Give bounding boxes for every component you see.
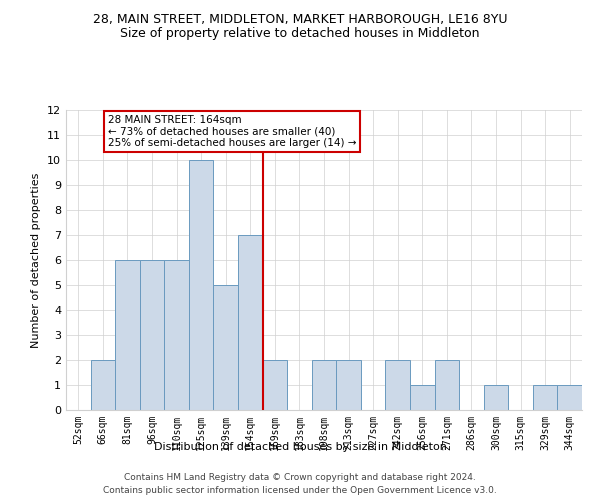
Text: Contains public sector information licensed under the Open Government Licence v3: Contains public sector information licen… <box>103 486 497 495</box>
Text: 28 MAIN STREET: 164sqm
← 73% of detached houses are smaller (40)
25% of semi-det: 28 MAIN STREET: 164sqm ← 73% of detached… <box>108 115 356 148</box>
Text: 28, MAIN STREET, MIDDLETON, MARKET HARBOROUGH, LE16 8YU: 28, MAIN STREET, MIDDLETON, MARKET HARBO… <box>93 12 507 26</box>
Bar <box>385 360 410 410</box>
Bar <box>140 260 164 410</box>
Bar <box>484 385 508 410</box>
Text: Contains HM Land Registry data © Crown copyright and database right 2024.: Contains HM Land Registry data © Crown c… <box>124 472 476 482</box>
Bar <box>164 260 189 410</box>
Text: Size of property relative to detached houses in Middleton: Size of property relative to detached ho… <box>120 28 480 40</box>
Bar <box>214 285 238 410</box>
Bar <box>115 260 140 410</box>
Bar <box>434 360 459 410</box>
Y-axis label: Number of detached properties: Number of detached properties <box>31 172 41 348</box>
Bar <box>410 385 434 410</box>
Bar <box>557 385 582 410</box>
Bar <box>189 160 214 410</box>
Bar <box>533 385 557 410</box>
Bar <box>91 360 115 410</box>
Bar <box>312 360 336 410</box>
Text: Distribution of detached houses by size in Middleton: Distribution of detached houses by size … <box>154 442 446 452</box>
Bar <box>336 360 361 410</box>
Bar <box>263 360 287 410</box>
Bar <box>238 235 263 410</box>
